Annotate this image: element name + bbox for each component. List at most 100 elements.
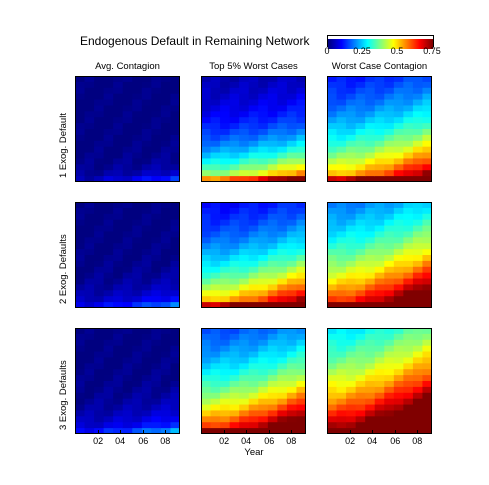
- heatmap-cell: [393, 260, 404, 268]
- heatmap-cell: [132, 117, 143, 124]
- heatmap-cell: [267, 302, 278, 308]
- heatmap-cell: [365, 152, 376, 160]
- colorbar-step: [392, 39, 394, 49]
- heatmap-cell: [210, 237, 221, 244]
- heatmap-cell: [122, 404, 133, 412]
- heatmap-cell: [122, 207, 133, 215]
- heatmap-cell: [374, 333, 385, 341]
- heatmap-cell: [365, 202, 376, 209]
- heatmap-cell: [403, 255, 414, 262]
- heatmap-cell: [346, 284, 357, 291]
- heatmap-cell: [75, 170, 86, 177]
- heatmap-cell: [393, 363, 404, 370]
- heatmap-cell: [286, 381, 298, 388]
- heatmap-cell: [384, 339, 395, 347]
- heatmap-cell: [113, 134, 124, 142]
- heatmap-cell: [122, 375, 133, 382]
- heatmap-cell: [75, 357, 86, 364]
- heatmap-cell: [393, 381, 404, 388]
- heatmap-cell: [239, 99, 250, 107]
- heatmap-cell: [296, 231, 306, 238]
- heatmap-cell: [267, 87, 278, 95]
- heatmap-cell: [75, 284, 86, 291]
- heatmap-cell: [286, 392, 298, 400]
- heatmap-cell: [84, 99, 95, 107]
- heatmap-cell: [103, 392, 114, 400]
- heatmap-cell: [346, 164, 357, 171]
- heatmap-cell: [122, 170, 133, 177]
- heatmap-cell: [346, 111, 357, 118]
- heatmap-cell: [248, 129, 259, 136]
- heatmap-cell: [170, 176, 180, 182]
- heatmap-cell: [113, 146, 124, 154]
- heatmap-cell: [75, 87, 86, 95]
- heatmap-cell: [393, 176, 404, 182]
- heatmap-cell: [201, 243, 212, 250]
- colorbar-tick-label: 0.75: [423, 46, 441, 56]
- heatmap-cell: [403, 164, 414, 171]
- heatmap-cell: [374, 207, 385, 215]
- heatmap-cell: [374, 375, 385, 382]
- heatmap-cell: [412, 134, 424, 142]
- heatmap-cell: [346, 398, 357, 406]
- heatmap-cell: [393, 129, 404, 136]
- heatmap-cell: [277, 278, 288, 286]
- heatmap-cell: [346, 404, 357, 412]
- heatmap-cell: [422, 328, 432, 335]
- heatmap-cell: [286, 207, 298, 215]
- heatmap-cell: [210, 278, 221, 286]
- heatmap-cell: [365, 363, 376, 370]
- heatmap-cell: [248, 260, 259, 268]
- heatmap-cell: [201, 123, 212, 130]
- colorbar-step: [383, 39, 385, 49]
- heatmap-cell: [103, 152, 114, 160]
- heatmap-cell: [258, 375, 269, 382]
- heatmap-cell: [403, 351, 414, 359]
- heatmap-cell: [365, 158, 376, 165]
- heatmap-cell: [75, 290, 86, 297]
- heatmap-cell: [327, 302, 338, 308]
- heatmap-cell: [327, 76, 338, 83]
- heatmap-cell: [422, 369, 432, 376]
- heatmap-cell: [75, 392, 86, 400]
- heatmap-cell: [248, 398, 259, 406]
- colorbar-step: [351, 39, 353, 49]
- heatmap-cell: [170, 105, 180, 112]
- heatmap-cell: [141, 404, 152, 412]
- heatmap-cell: [220, 266, 231, 274]
- heatmap-cell: [248, 117, 259, 124]
- heatmap-cell: [267, 404, 278, 412]
- heatmap-cell: [393, 328, 404, 335]
- heatmap-cell: [336, 328, 347, 335]
- heatmap-cell: [258, 231, 269, 238]
- heatmap-cell: [103, 231, 114, 238]
- heatmap-cell: [393, 158, 404, 165]
- colorbar-step: [387, 39, 389, 49]
- heatmap-cell: [355, 428, 366, 434]
- heatmap-panel: [201, 202, 306, 308]
- heatmap-cell: [412, 369, 424, 376]
- heatmap-cell: [75, 202, 86, 209]
- heatmap-cell: [355, 225, 366, 233]
- heatmap-cell: [103, 296, 114, 303]
- heatmap-cell: [422, 422, 432, 429]
- heatmap-cell: [210, 381, 221, 388]
- colorbar-step: [373, 39, 375, 49]
- heatmap-cell: [346, 231, 357, 238]
- heatmap-cell: [160, 422, 172, 429]
- heatmap-cell: [248, 369, 259, 376]
- heatmap-cell: [84, 369, 95, 376]
- heatmap-cell: [365, 392, 376, 400]
- heatmap-cell: [113, 152, 124, 160]
- heatmap-cell: [75, 93, 86, 101]
- x-tick-label: 02: [219, 436, 230, 446]
- heatmap-cell: [286, 255, 298, 262]
- heatmap-cell: [296, 213, 306, 221]
- heatmap-cell: [248, 237, 259, 244]
- heatmap-cell: [160, 237, 172, 244]
- heatmap-cell: [210, 328, 221, 335]
- heatmap-cell: [132, 129, 143, 136]
- colorbar-step: [415, 39, 417, 49]
- heatmap-cell: [122, 266, 133, 274]
- heatmap-cell: [160, 296, 172, 303]
